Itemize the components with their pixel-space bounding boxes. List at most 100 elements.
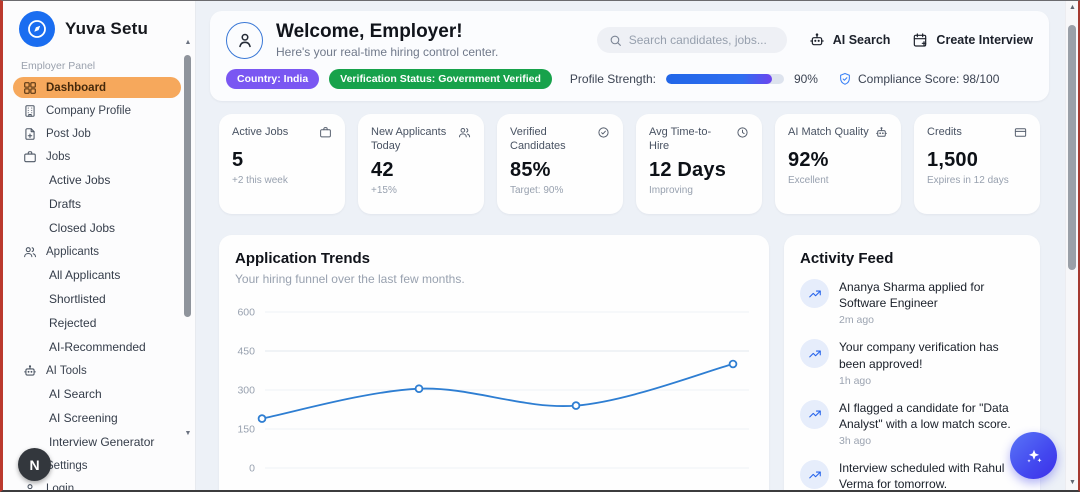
page-title: Welcome, Employer! [276,21,463,42]
activity-item: AI flagged a candidate for "Data Analyst… [800,399,1024,448]
activity-time: 2m ago [839,314,875,327]
sidebar-item-rejected[interactable]: Rejected [13,312,181,334]
svg-text:150: 150 [237,424,255,436]
sidebar-item-ai-screening[interactable]: AI Screening [13,407,181,429]
activity-text: Ananya Sharma applied for Software Engin… [839,280,985,311]
stat-title: AI Match Quality [788,126,869,138]
application-trends-chart: 600 450 300 150 0 [237,307,749,475]
page-scrollbar-thumb[interactable] [1068,25,1076,270]
search-icon [610,35,621,46]
stat-value: 85% [510,158,551,181]
sparkles-icon [1026,449,1042,462]
activity-text: Your company verification has been appro… [839,340,999,371]
activity-text: Interview scheduled with Rahul Verma for… [839,461,1005,490]
bot-icon [875,126,888,144]
create-interview-button[interactable]: Create Interview [912,32,1033,48]
search-box[interactable] [596,27,787,53]
avatar-n-bubble[interactable]: N [18,448,51,481]
page-scrollbar: ▲ ▼ [1065,1,1078,490]
sidebar-item-label: Shortlisted [49,292,106,306]
sidebar-item-label: AI-Recommended [49,340,146,354]
clock-icon [736,126,749,154]
sidebar-item-label: Drafts [49,197,82,211]
chart-title: Application Trends [235,250,371,267]
activity-feed-list: Ananya Sharma applied for Software Engin… [800,279,1024,490]
ai-search-label: AI Search [832,33,891,47]
users-icon [23,245,37,259]
stat-card-new-applicants-today: New Applicants Today 42 +15% [358,114,484,214]
sidebar-item-dashboard[interactable]: Dashboard [13,77,181,98]
sidebar-item-shortlisted[interactable]: Shortlisted [13,288,181,310]
sidebar-item-interview-generator[interactable]: Interview Generator [13,431,181,453]
stat-value: 92% [788,149,829,171]
sidebar-item-ai-search[interactable]: AI Search [13,383,181,405]
activity-time: 1h ago [839,374,872,387]
sidebar-item-label: Jobs [46,150,71,163]
stat-card-ai-match-quality: AI Match Quality 92% Excellent [775,114,901,214]
page-scroll-down-icon[interactable]: ▼ [1069,479,1076,486]
sidebar-scrollbar: ▲ ▼ [183,39,193,438]
sidebar-item-ai-recommended[interactable]: AI-Recommended [13,336,181,358]
application-trends-card: Application Trends Your hiring funnel ov… [219,235,769,490]
main-content: Welcome, Employer! Here's your real-time… [196,1,1065,490]
stat-value: 42 [371,158,394,181]
user-icon [23,482,37,490]
stat-sub: Improving [649,184,693,196]
ai-assistant-fab[interactable] [1010,432,1057,479]
sidebar-item-label: AI Search [49,387,102,401]
stat-title: New Applicants Today [371,126,447,153]
sidebar-item-closed-jobs[interactable]: Closed Jobs [13,217,181,239]
stat-title: Active Jobs [232,126,289,138]
profile-strength-label: Profile Strength: [569,72,656,86]
sidebar-item-label: Closed Jobs [49,221,116,235]
bot-icon [23,364,37,378]
stat-card-active-jobs: Active Jobs 5 +2 this week [219,114,345,214]
stat-sub: Target: 90% [510,184,564,196]
sidebar-item-all-applicants[interactable]: All Applicants [13,264,181,286]
credit-card-icon [1014,126,1027,144]
stat-card-verified-candidates: Verified Candidates 85% Target: 90% [497,114,623,214]
sidebar-item-drafts[interactable]: Drafts [13,193,181,215]
stat-sub: +2 this week [232,175,288,186]
grid-icon [23,81,37,95]
sidebar-scroll-down-icon[interactable]: ▼ [184,430,192,437]
activity-text: AI flagged a candidate for "Data Analyst… [839,400,1011,431]
sidebar-item-active-jobs[interactable]: Active Jobs [13,169,181,191]
sidebar-item-ai-tools[interactable]: AI Tools [13,360,181,381]
sidebar-item-label: Rejected [49,316,97,330]
activity-time: 3h ago [839,435,872,448]
stat-card-avg-time-to-hire: Avg Time-to-Hire 12 Days Improving [636,114,762,214]
stat-sub: Excellent [788,175,829,186]
compass-logo-icon [19,11,55,47]
header-card: Welcome, Employer! Here's your real-time… [210,11,1049,101]
compliance-score-label: Compliance Score: 98/100 [857,72,1000,86]
sidebar-item-company-profile[interactable]: Company Profile [13,100,181,121]
sidebar-section-label: Employer Panel [21,60,96,72]
page-scroll-up-icon[interactable]: ▲ [1069,4,1076,11]
stat-sub: +15% [371,184,397,196]
calendar-plus-icon [914,33,927,47]
stat-value: 12 Days [649,158,727,181]
stat-title: Avg Time-to-Hire [649,126,712,153]
sidebar-item-post-job[interactable]: Post Job [13,123,181,144]
activity-item: Your company verification has been appro… [800,339,1024,387]
briefcase-icon [319,126,332,144]
stat-title: Credits [927,126,962,138]
sidebar-item-label: Company Profile [46,104,132,117]
sidebar-item-jobs[interactable]: Jobs [13,146,181,167]
profile-strength-bar [665,74,784,84]
ai-search-button[interactable]: AI Search [809,32,891,48]
sidebar-scroll-up-icon[interactable]: ▲ [184,39,192,46]
brand[interactable]: Yuva Setu [3,1,195,53]
sidebar-item-label: Settings [46,459,88,472]
sidebar-item-label: Applicants [46,245,100,258]
sidebar-item-login[interactable]: Login [13,478,181,490]
user-avatar-icon [226,21,263,59]
sidebar-item-label: Post Job [46,127,91,140]
stat-title: Verified Candidates [510,126,566,153]
sidebar-scrollbar-thumb[interactable] [184,55,191,317]
svg-text:0: 0 [249,463,255,475]
search-input[interactable] [628,33,775,47]
sidebar-item-applicants[interactable]: Applicants [13,241,181,262]
